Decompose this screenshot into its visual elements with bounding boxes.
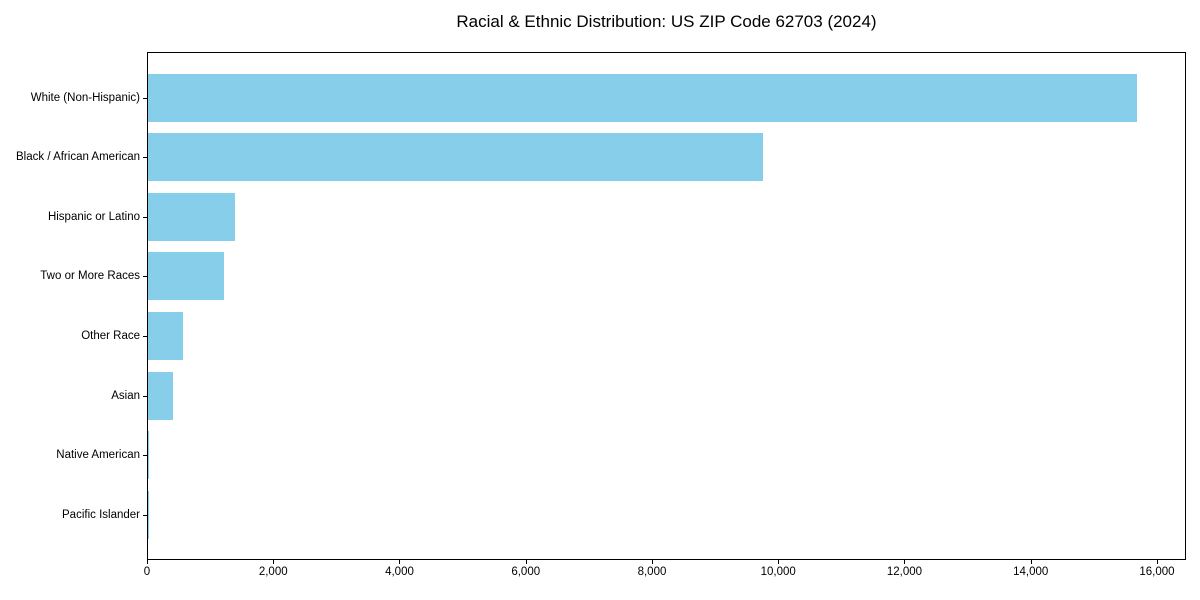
y-label-native-american: Native American: [56, 449, 140, 462]
bar-two-or-more-races: [148, 252, 225, 301]
y-label-black-african-american: Black / African American: [16, 151, 140, 164]
x-label-12000: 12,000: [886, 566, 923, 578]
bar-native-american: [148, 431, 150, 480]
y-label-other-race: Other Race: [81, 330, 140, 343]
x-label-6000: 6,000: [511, 566, 541, 578]
y-tick-hispanic-or-latino: [143, 216, 147, 218]
x-tick-8000: [651, 560, 653, 564]
x-tick-12000: [904, 560, 906, 564]
y-tick-pacific-islander: [143, 514, 147, 516]
y-label-two-or-more-races: Two or More Races: [40, 270, 140, 283]
y-tick-asian: [143, 395, 147, 397]
x-tick-10000: [778, 560, 780, 564]
y-tick-native-american: [143, 455, 147, 457]
x-tick-4000: [399, 560, 401, 564]
bar-other-race: [148, 312, 183, 361]
plot-area: [147, 52, 1186, 560]
y-tick-black-african-american: [143, 157, 147, 159]
x-tick-2000: [273, 560, 275, 564]
bar-white-non-hispanic: [148, 73, 1138, 122]
x-label-0: 0: [143, 566, 151, 578]
x-label-2000: 2,000: [258, 566, 288, 578]
chart-title: Racial & Ethnic Distribution: US ZIP Cod…: [456, 12, 877, 31]
x-label-10000: 10,000: [760, 566, 796, 578]
x-tick-14000: [1030, 560, 1032, 564]
bar-black-african-american: [148, 133, 764, 182]
bar-asian: [148, 371, 173, 420]
x-label-14000: 14,000: [1013, 566, 1049, 578]
y-label-asian: Asian: [111, 389, 140, 402]
y-tick-other-race: [143, 336, 147, 338]
y-tick-white-non-hispanic: [143, 97, 147, 99]
y-label-white-non-hispanic: White (Non-Hispanic): [30, 91, 140, 104]
x-label-8000: 8,000: [637, 566, 667, 578]
x-label-4000: 4,000: [385, 566, 414, 578]
x-tick-0: [147, 560, 148, 564]
y-tick-two-or-more-races: [143, 276, 147, 278]
x-tick-6000: [525, 560, 527, 564]
bar-pacific-islander: [148, 490, 149, 539]
x-tick-16000: [1156, 560, 1158, 564]
x-label-16000: 16,000: [1139, 566, 1175, 578]
y-label-pacific-islander: Pacific Islander: [62, 508, 140, 521]
bar-hispanic-or-latino: [148, 192, 236, 241]
y-label-hispanic-or-latino: Hispanic or Latino: [47, 210, 140, 223]
